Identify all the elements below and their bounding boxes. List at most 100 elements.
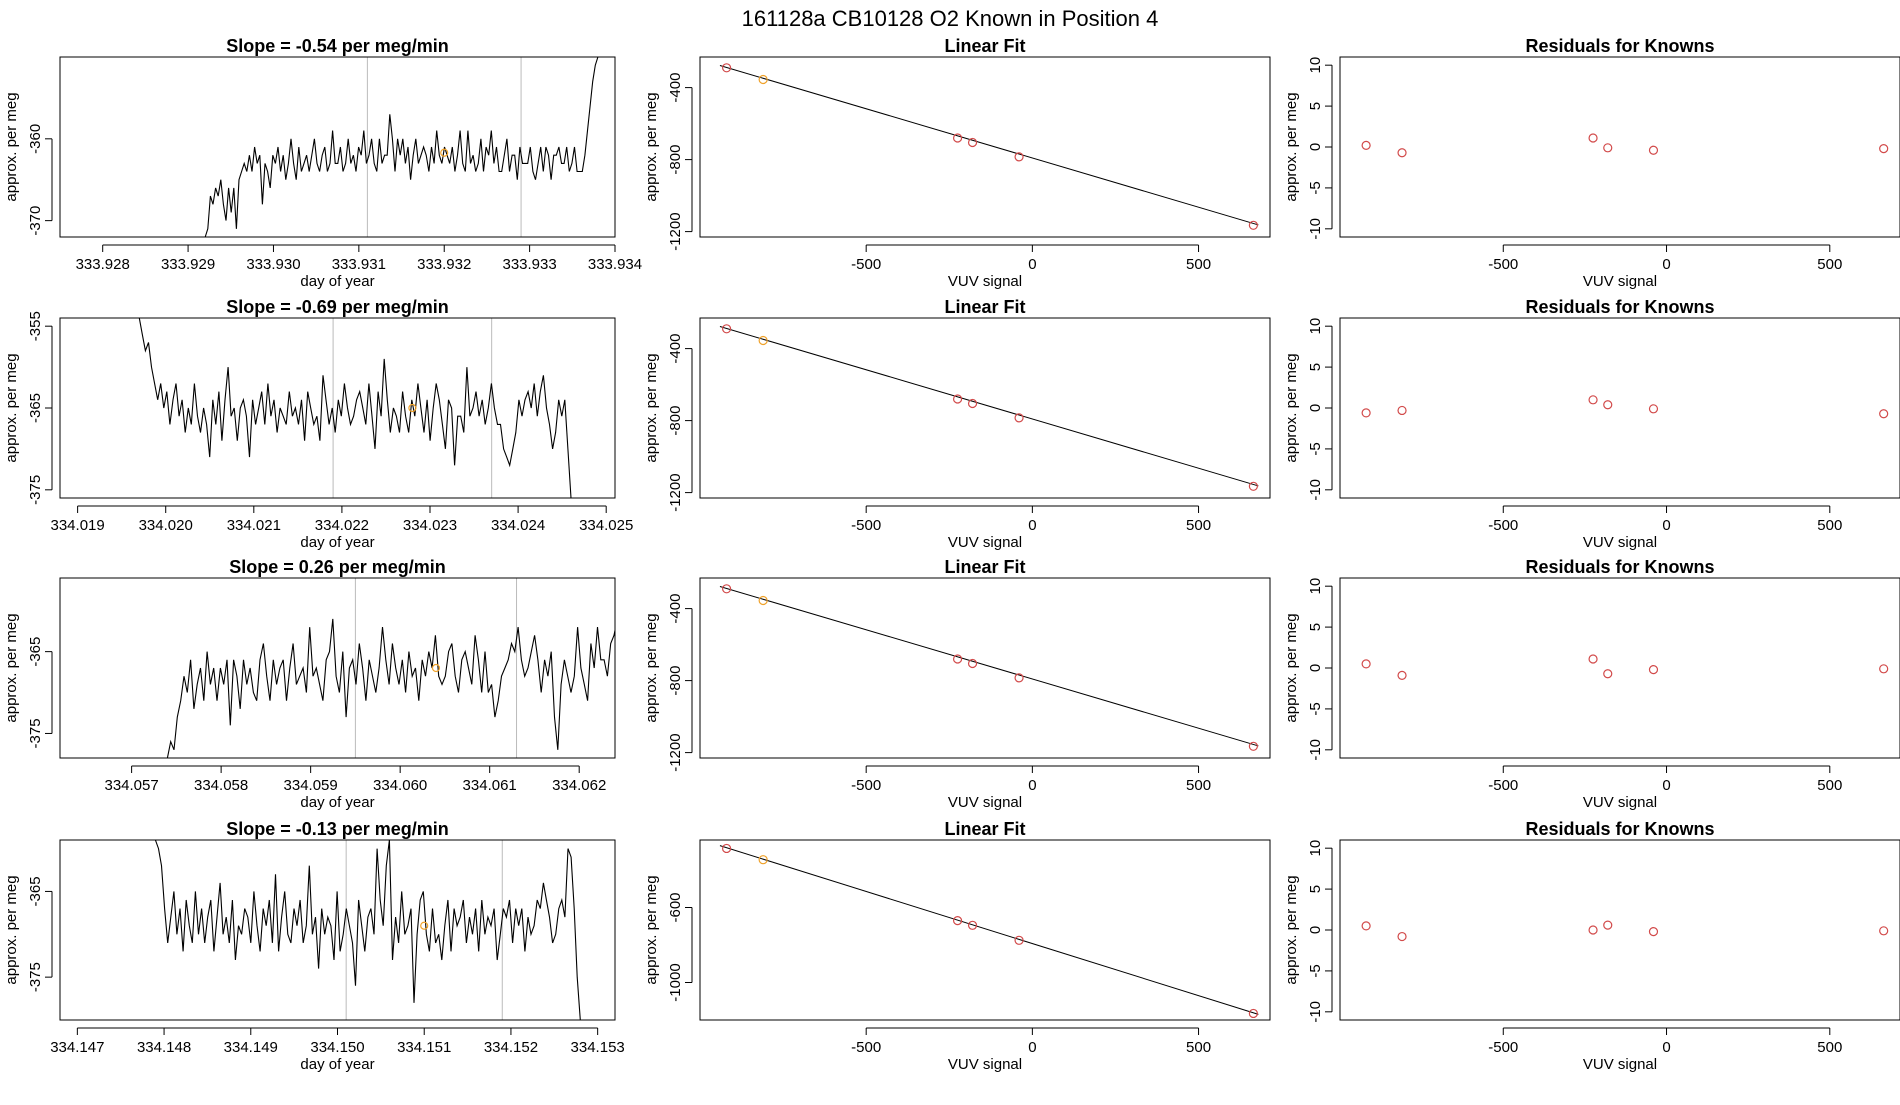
x-tick-label: 333.932 <box>417 256 471 273</box>
plot-area <box>154 840 581 1020</box>
x-tick-label: 334.060 <box>373 777 427 794</box>
x-axis-label: VUV signal <box>948 794 1022 811</box>
x-tick-label: 0 <box>1662 777 1670 794</box>
x-tick-label: 334.057 <box>104 777 158 794</box>
x-axis-label: VUV signal <box>1583 1056 1657 1073</box>
plot-area <box>1361 133 1889 158</box>
y-tick-label: -400 <box>667 334 684 364</box>
chart-panel: Residuals for Knowns -500 0 500 VUV signal 10… <box>1283 819 1900 1073</box>
x-tick-label: 334.150 <box>310 1039 364 1056</box>
y-tick-label: -10 <box>1307 739 1324 761</box>
y-tick-label: -355 <box>27 311 44 341</box>
y-tick-label: 10 <box>1307 318 1324 335</box>
data-point <box>1248 741 1258 751</box>
y-tick-label: 10 <box>1307 57 1324 74</box>
y-tick-label: 5 <box>1307 363 1324 371</box>
x-axis-label: day of year <box>300 1056 374 1073</box>
x-tick-label: 334.061 <box>463 777 517 794</box>
data-point <box>1603 920 1613 930</box>
chart-panel: Linear Fit -500 0 500 VUV signal -600 -1000 app… <box>643 819 1271 1073</box>
x-tick-label: -500 <box>1488 256 1518 273</box>
chart-title: Slope = -0.54 per meg/min <box>226 36 449 56</box>
y-tick-label: 5 <box>1307 102 1324 110</box>
x-tick-label: 334.024 <box>491 517 545 534</box>
x-tick-label: 500 <box>1817 1039 1842 1056</box>
y-axis-label: approx. per meg <box>643 875 660 984</box>
plot-frame <box>699 56 1271 238</box>
y-tick-label: -10 <box>1307 1001 1324 1023</box>
y-tick-label: -400 <box>667 594 684 624</box>
x-tick-label: 334.149 <box>224 1039 278 1056</box>
x-tick-label: 333.931 <box>332 256 386 273</box>
fit-line <box>719 64 1259 226</box>
y-axis-label: approx. per meg <box>3 613 20 722</box>
signal-line <box>138 318 572 498</box>
x-axis-label: VUV signal <box>1583 794 1657 811</box>
signal-line <box>166 618 615 758</box>
data-point <box>1879 926 1889 936</box>
signal-line <box>204 57 599 237</box>
plot-frame <box>699 317 1271 499</box>
x-tick-label: 334.022 <box>315 517 369 534</box>
x-tick-label: 333.930 <box>246 256 300 273</box>
x-tick-label: -500 <box>851 1039 881 1056</box>
x-axis-label: VUV signal <box>948 1056 1022 1073</box>
plot-frame <box>59 577 616 759</box>
data-point <box>1879 144 1889 154</box>
plot-area <box>138 318 572 498</box>
data-point <box>967 398 978 409</box>
plot-area <box>719 324 1259 491</box>
chart-title: Residuals for Knowns <box>1525 819 1714 839</box>
x-tick-label: 334.059 <box>284 777 338 794</box>
data-point <box>1879 664 1889 674</box>
chart-title: Residuals for Knowns <box>1525 297 1714 317</box>
data-point <box>1588 654 1598 664</box>
fit-line <box>719 585 1259 747</box>
chart-panel: Linear Fit -500 0 500 VUV signal -400 -800 -120… <box>643 36 1271 290</box>
known-point <box>758 335 768 346</box>
x-tick-label: 0 <box>1028 1039 1036 1056</box>
data-point <box>1588 395 1598 405</box>
y-axis-label: approx. per meg <box>643 353 660 462</box>
y-tick-label: -1000 <box>667 963 684 1001</box>
y-tick-label: -600 <box>667 892 684 922</box>
data-point <box>1588 133 1598 143</box>
x-tick-label: -500 <box>851 777 881 794</box>
data-point <box>1014 413 1024 423</box>
fit-line <box>719 325 1259 487</box>
data-point <box>1248 1008 1258 1019</box>
y-tick-label: -800 <box>667 145 684 175</box>
data-point <box>1248 220 1258 230</box>
plot-frame <box>699 839 1271 1021</box>
data-point <box>967 137 978 148</box>
data-point <box>1648 404 1659 414</box>
data-point <box>1648 927 1659 937</box>
y-tick-label: 10 <box>1307 840 1324 857</box>
x-tick-label: 334.023 <box>403 517 457 534</box>
chart-panel: Residuals for Knowns -500 0 500 VUV signal 10… <box>1283 36 1900 290</box>
chart-panel: Slope = -0.54 per meg/min 333.928 333.929 3… <box>3 36 642 290</box>
data-point <box>1397 670 1407 680</box>
x-tick-label: 500 <box>1817 517 1842 534</box>
signal-line <box>154 840 581 1020</box>
data-point <box>721 843 732 854</box>
y-tick-label: -365 <box>27 637 44 667</box>
chart-panel: Slope = 0.26 per meg/min 334.057 334.058 33… <box>3 557 616 811</box>
data-point <box>1603 143 1613 153</box>
chart-title: Slope = 0.26 per meg/min <box>229 557 446 577</box>
chart-panel: Slope = -0.13 per meg/min 334.147 334.148 3… <box>3 819 625 1073</box>
chart-title: Linear Fit <box>944 557 1025 577</box>
data-point <box>1603 400 1613 410</box>
page-title: 161128a CB10128 O2 Known in Position 4 <box>742 6 1159 31</box>
data-point <box>1603 669 1613 679</box>
data-point <box>1248 481 1258 491</box>
x-tick-label: 333.933 <box>502 256 556 273</box>
chart-panel: Linear Fit -500 0 500 VUV signal -400 -800 -120… <box>643 557 1271 811</box>
chart-title: Linear Fit <box>944 297 1025 317</box>
data-point <box>721 63 732 73</box>
x-axis-label: VUV signal <box>948 273 1022 290</box>
y-tick-label: 0 <box>1307 143 1324 151</box>
x-tick-label: 0 <box>1028 517 1036 534</box>
x-axis-label: day of year <box>300 794 374 811</box>
